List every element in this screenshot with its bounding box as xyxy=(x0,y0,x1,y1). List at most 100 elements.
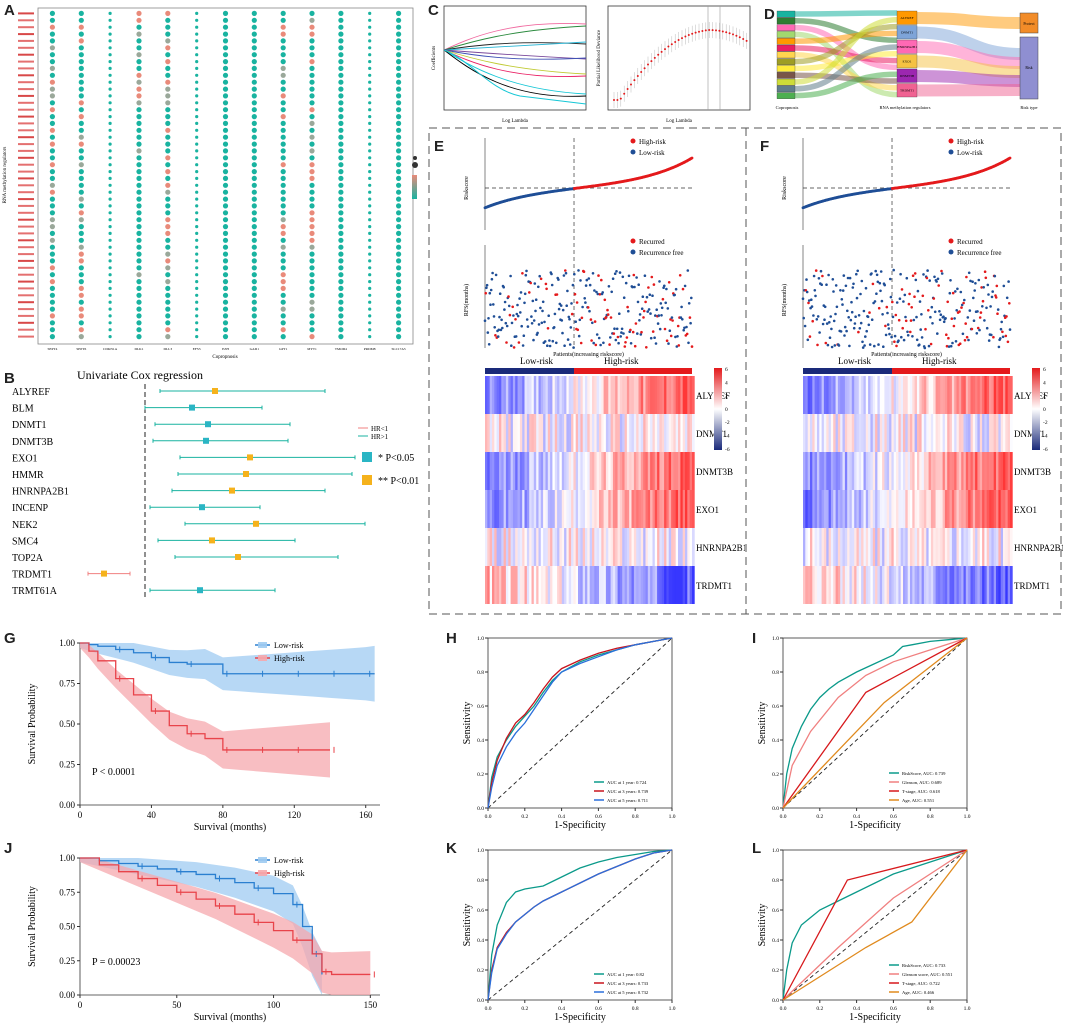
matrix-dot xyxy=(222,148,229,154)
colorbar xyxy=(714,368,722,450)
heatmap-cell xyxy=(907,566,911,604)
matrix-dot xyxy=(136,217,142,223)
rfs-point xyxy=(900,335,903,339)
rfs-point xyxy=(627,274,631,278)
heatmap-cell xyxy=(898,376,902,414)
matrix-dot xyxy=(195,156,199,160)
heatmap-cell xyxy=(993,490,997,528)
matrix-dot xyxy=(108,321,112,325)
heatmap-cell xyxy=(975,376,978,414)
matrix-dot xyxy=(136,251,142,257)
heatmap-cell xyxy=(503,376,507,414)
heatmap-cell xyxy=(689,452,693,490)
matrix-dot xyxy=(309,272,315,278)
matrix-dot xyxy=(49,251,56,257)
rfs-point xyxy=(898,297,902,300)
rfs-point xyxy=(561,308,565,312)
matrix-dot xyxy=(78,265,84,271)
legend-label: AUC at 5 years: 0.732 xyxy=(607,990,649,995)
hr-marker xyxy=(235,554,241,560)
heatmap-cell xyxy=(545,376,549,414)
matrix-dot xyxy=(165,279,171,285)
heatmap-cell xyxy=(626,414,630,452)
heatmap-cell xyxy=(879,452,883,490)
heatmap-cell xyxy=(889,566,892,604)
heatmap-cell xyxy=(692,414,695,452)
heatmap-cell xyxy=(882,452,885,490)
heatmap-cell xyxy=(930,376,934,414)
rfs-point xyxy=(839,330,843,333)
sankey-mid-box xyxy=(896,25,918,40)
rfs-point xyxy=(663,284,666,288)
matrix-dot xyxy=(195,163,199,167)
matrix-dot xyxy=(78,148,84,154)
heatmap-cell xyxy=(682,452,686,490)
matrix-dot xyxy=(338,237,344,243)
heatmap-cell xyxy=(559,566,563,604)
matrix-dot xyxy=(309,244,315,250)
x-tick-label: 120 xyxy=(288,810,302,820)
rfs-point xyxy=(834,284,838,287)
heatmap-cell xyxy=(958,528,962,566)
survival-curve xyxy=(80,642,375,675)
heatmap-cell xyxy=(575,414,579,452)
rfs-point xyxy=(922,273,925,276)
panel-label-j: J xyxy=(4,840,13,857)
rfs-point xyxy=(561,331,564,335)
heatmap-cell xyxy=(928,566,932,604)
rfs-point xyxy=(1005,296,1009,300)
rfs-point xyxy=(996,308,1000,311)
rfs-point xyxy=(915,315,918,319)
matrix-dot xyxy=(396,237,402,243)
matrix-dot xyxy=(251,127,257,133)
heatmap-cell xyxy=(571,566,574,604)
legend-label: AUC at 3 years: 0.739 xyxy=(607,789,649,794)
rfs-point xyxy=(497,328,501,332)
x-tick-label: 0.2 xyxy=(521,1006,528,1012)
matrix-dot xyxy=(49,24,56,30)
heatmap-cell xyxy=(982,452,985,490)
heatmap-cell xyxy=(587,452,590,490)
coef-path xyxy=(443,25,587,51)
heatmap-cell xyxy=(819,528,822,566)
matrix-dot xyxy=(78,320,84,326)
matrix-dot xyxy=(396,93,402,99)
heatmap-cell xyxy=(643,490,646,528)
row-label-mark xyxy=(18,308,34,311)
rfs-point xyxy=(494,334,497,337)
heatmap-cell xyxy=(592,490,595,528)
heatmap-cell xyxy=(933,414,936,452)
rfs-point xyxy=(670,316,674,319)
matrix-dot xyxy=(251,230,257,236)
heatmap-cell xyxy=(940,490,943,528)
rfs-point xyxy=(522,334,526,337)
matrix-dot xyxy=(396,306,402,312)
heatmap-cell xyxy=(930,566,934,604)
matrix-dot xyxy=(49,86,56,92)
heatmap-cell xyxy=(926,528,929,566)
matrix-dot xyxy=(136,127,142,133)
rfs-point xyxy=(674,287,678,291)
rfs-point xyxy=(825,322,829,325)
heatmap-cell xyxy=(638,566,642,604)
matrix-dot xyxy=(251,141,257,147)
matrix-dot xyxy=(136,306,142,312)
deviance-point xyxy=(630,83,632,86)
rfs-point xyxy=(888,277,892,281)
rfs-point xyxy=(557,278,560,281)
legend-dot xyxy=(630,249,636,255)
heatmap-cell xyxy=(529,490,532,528)
heatmap-cell xyxy=(657,528,660,566)
matrix-dot xyxy=(338,100,344,106)
heatmap-cell xyxy=(1003,528,1006,566)
rfs-point xyxy=(895,344,898,348)
heatmap-cell xyxy=(668,490,672,528)
heatmap-cell xyxy=(519,452,523,490)
heatmap-cell xyxy=(573,452,577,490)
panel-label-l: L xyxy=(752,840,762,857)
matrix-dot xyxy=(108,176,112,180)
y-tick-label: 0.50 xyxy=(59,922,75,932)
matrix-dot xyxy=(368,94,372,98)
coef-path xyxy=(443,49,587,60)
rfs-point xyxy=(940,269,943,273)
